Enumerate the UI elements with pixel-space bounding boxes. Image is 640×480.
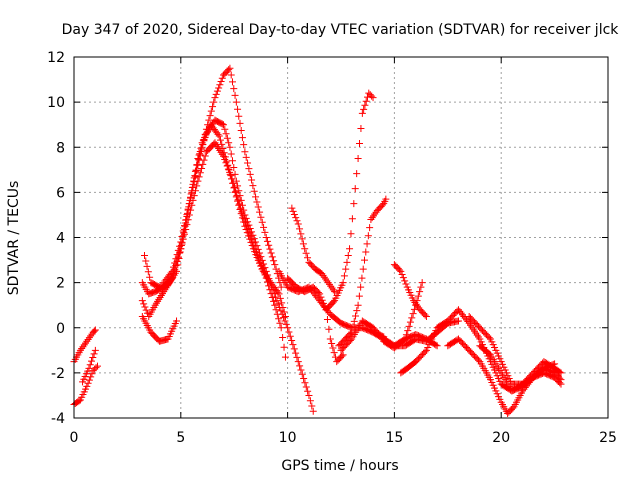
point-markers <box>397 358 420 377</box>
x-tick-label: 0 <box>70 430 79 446</box>
y-tick-label: 4 <box>56 231 65 247</box>
chart-title: Day 347 of 2020, Sidereal Day-to-day VTE… <box>62 22 620 38</box>
point-markers <box>476 342 559 395</box>
series-arc-17 <box>390 261 430 320</box>
series-arc-5 <box>138 139 289 361</box>
series-arc-22 <box>476 342 559 395</box>
grid <box>74 57 608 418</box>
x-tick-label: 25 <box>599 430 617 446</box>
y-tick-label: 8 <box>56 140 65 156</box>
y-tick-label: 0 <box>56 321 65 337</box>
y-tick-label: 2 <box>56 276 65 292</box>
point-markers <box>70 362 101 408</box>
point-markers <box>288 204 339 296</box>
axis-ticks: 0 5 10 15 20 25 -4 -2 0 2 4 6 8 10 12 <box>47 50 617 446</box>
y-tick-label: -2 <box>51 366 65 382</box>
point-markers <box>140 121 289 320</box>
y-tick-label: 6 <box>56 185 65 201</box>
y-axis-label: SDTVAR / TECUs <box>6 181 22 296</box>
point-markers <box>79 346 99 386</box>
series-arc-10 <box>288 204 339 296</box>
data-marks <box>70 64 565 417</box>
series-arc-3 <box>79 346 99 386</box>
series-arc-6 <box>140 121 289 320</box>
x-tick-label: 20 <box>492 430 510 446</box>
x-tick-label: 10 <box>279 430 297 446</box>
point-markers <box>138 139 289 361</box>
series-arc-7 <box>160 64 285 291</box>
y-tick-label: -4 <box>51 411 65 427</box>
point-markers <box>335 195 390 350</box>
series-arc-18 <box>397 358 420 377</box>
point-markers <box>160 64 285 291</box>
point-markers <box>70 326 99 366</box>
series-arc-13 <box>335 195 390 350</box>
series-arc-11 <box>284 274 347 366</box>
point-markers <box>322 89 377 314</box>
x-axis-label: GPS time / hours <box>281 458 398 474</box>
series-arc-2 <box>70 362 101 408</box>
point-markers <box>390 261 430 320</box>
point-markers <box>138 312 181 345</box>
series-arc-8 <box>138 312 181 345</box>
x-tick-label: 15 <box>385 430 403 446</box>
y-tick-label: 12 <box>47 50 65 66</box>
x-tick-label: 5 <box>176 430 185 446</box>
point-markers <box>284 274 347 366</box>
series-arc-1 <box>70 326 99 366</box>
series-arc-12 <box>322 89 377 314</box>
y-tick-label: 10 <box>47 95 65 111</box>
